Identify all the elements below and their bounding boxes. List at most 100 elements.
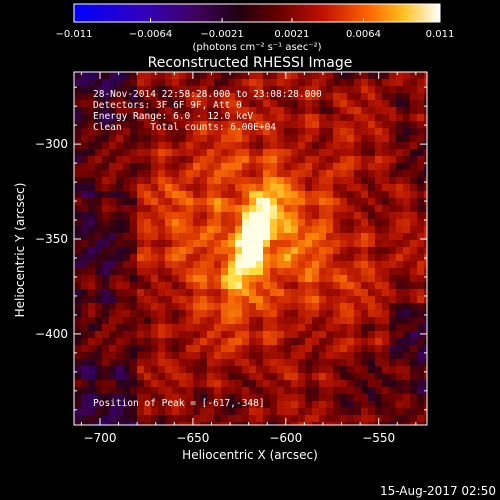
- heatmap-cell: [312, 373, 320, 381]
- heatmap-cell: [123, 177, 131, 185]
- heatmap-cell: [249, 338, 257, 346]
- heatmap-cell: [151, 282, 159, 290]
- heatmap-cell: [130, 310, 138, 318]
- heatmap-cell: [249, 72, 257, 80]
- heatmap-cell: [284, 226, 292, 234]
- heatmap-cell: [368, 394, 376, 402]
- heatmap-cell: [123, 107, 131, 115]
- heatmap-cell: [179, 191, 187, 199]
- heatmap-cell: [144, 282, 152, 290]
- heatmap-cell: [235, 219, 243, 227]
- heatmap-cell: [81, 149, 89, 157]
- heatmap-cell: [361, 191, 369, 199]
- heatmap-cell: [249, 366, 257, 374]
- heatmap-cell: [214, 261, 222, 269]
- heatmap-cell: [88, 177, 96, 185]
- heatmap-cell: [291, 121, 299, 129]
- heatmap-cell: [207, 184, 215, 192]
- heatmap-cell: [417, 408, 425, 416]
- heatmap-cell: [249, 317, 257, 325]
- heatmap-cell: [305, 338, 313, 346]
- heatmap-cell: [172, 170, 180, 178]
- heatmap-cell: [277, 226, 285, 234]
- heatmap-cell: [424, 135, 427, 143]
- heatmap-cell: [263, 268, 271, 276]
- heatmap-cell: [221, 142, 229, 150]
- heatmap-cell: [361, 156, 369, 164]
- heatmap-cell: [207, 331, 215, 339]
- heatmap-cell: [214, 156, 222, 164]
- heatmap-cell: [81, 359, 89, 367]
- heatmap-cell: [249, 331, 257, 339]
- heatmap-cell: [130, 121, 138, 129]
- heatmap-cell: [256, 422, 264, 425]
- heatmap-cell: [207, 415, 215, 423]
- heatmap-cell: [291, 93, 299, 101]
- heatmap-cell: [312, 198, 320, 206]
- heatmap-cell: [375, 219, 383, 227]
- heatmap-cell: [193, 275, 201, 283]
- heatmap-cell: [74, 366, 82, 374]
- heatmap-cell: [389, 156, 397, 164]
- heatmap-cell: [242, 233, 250, 241]
- heatmap-cell: [326, 345, 334, 353]
- heatmap-cell: [249, 107, 257, 115]
- heatmap-cell: [137, 415, 145, 423]
- heatmap-cell: [291, 233, 299, 241]
- heatmap-cell: [424, 93, 427, 101]
- heatmap-cell: [396, 345, 404, 353]
- heatmap-cell: [403, 247, 411, 255]
- heatmap-cell: [172, 317, 180, 325]
- heatmap-cell: [81, 226, 89, 234]
- heatmap-cell: [340, 282, 348, 290]
- heatmap-cell: [312, 254, 320, 262]
- heatmap-cell: [382, 324, 390, 332]
- heatmap-cell: [368, 114, 376, 122]
- heatmap-cell: [151, 310, 159, 318]
- heatmap-cell: [123, 415, 131, 423]
- heatmap-cell: [228, 93, 236, 101]
- heatmap-cell: [396, 289, 404, 297]
- heatmap-cell: [319, 86, 327, 94]
- heatmap-cell: [270, 261, 278, 269]
- heatmap-cell: [81, 275, 89, 283]
- heatmap-cell: [214, 86, 222, 94]
- heatmap-cell: [382, 128, 390, 136]
- heatmap-cell: [284, 114, 292, 122]
- heatmap-cell: [298, 205, 306, 213]
- heatmap-cell: [263, 219, 271, 227]
- heatmap-cell: [186, 310, 194, 318]
- heatmap-cell: [137, 212, 145, 220]
- heatmap-cell: [130, 205, 138, 213]
- heatmap-cell: [144, 72, 152, 80]
- heatmap-cell: [410, 79, 418, 87]
- heatmap-cell: [354, 261, 362, 269]
- heatmap-cell: [277, 394, 285, 402]
- heatmap-cell: [340, 86, 348, 94]
- heatmap-cell: [123, 366, 131, 374]
- heatmap-cell: [74, 408, 82, 416]
- heatmap-cell: [116, 156, 124, 164]
- heatmap-cell: [319, 240, 327, 248]
- heatmap-cell: [95, 156, 103, 164]
- heatmap-cell: [319, 247, 327, 255]
- heatmap-cell: [403, 142, 411, 150]
- heatmap-cell: [249, 408, 257, 416]
- heatmap-cell: [179, 394, 187, 402]
- heatmap-cell: [242, 177, 250, 185]
- heatmap-cell: [88, 86, 96, 94]
- heatmap-cell: [396, 135, 404, 143]
- heatmap-cell: [319, 338, 327, 346]
- heatmap-cell: [207, 240, 215, 248]
- heatmap-cell: [291, 72, 299, 80]
- heatmap-cell: [207, 254, 215, 262]
- heatmap-cell: [347, 205, 355, 213]
- heatmap-cell: [319, 170, 327, 178]
- heatmap-cell: [298, 408, 306, 416]
- heatmap-cell: [389, 415, 397, 423]
- heatmap-cell: [228, 163, 236, 171]
- heatmap-cell: [207, 79, 215, 87]
- heatmap-cell: [88, 275, 96, 283]
- heatmap-cell: [396, 366, 404, 374]
- heatmap-cell: [123, 338, 131, 346]
